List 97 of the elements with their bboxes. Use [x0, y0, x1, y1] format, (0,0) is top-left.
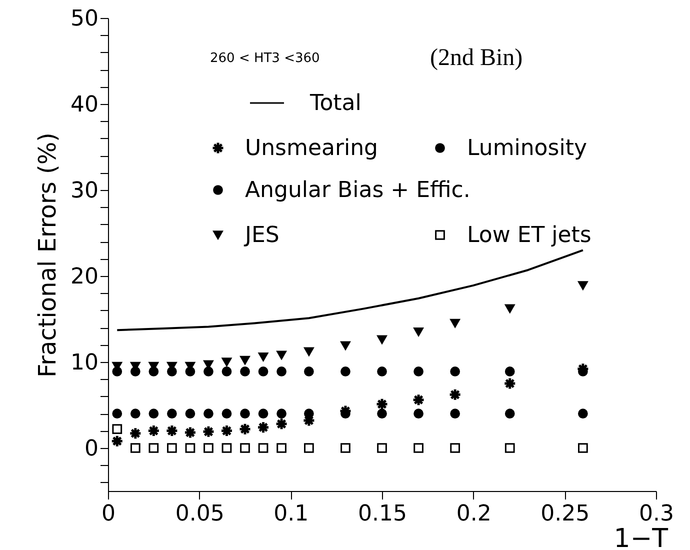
point: [504, 408, 515, 419]
point: [578, 408, 588, 419]
point: [165, 424, 178, 438]
point: [222, 358, 232, 366]
point: [503, 377, 516, 390]
legend-label: Total: [309, 91, 362, 116]
point: [130, 366, 140, 376]
legend-label: Low ET jets: [467, 223, 592, 248]
y-tick-label: 30: [70, 178, 98, 204]
point: [240, 366, 250, 376]
annotation: 260 < HT3 <360: [210, 51, 320, 66]
point: [204, 408, 214, 419]
point: [340, 366, 350, 376]
point: [377, 443, 387, 453]
y-tick-label: 20: [70, 264, 98, 290]
point: [222, 408, 232, 419]
point: [412, 393, 426, 406]
point: [130, 408, 140, 419]
point: [148, 366, 159, 376]
y-tick-label: 10: [70, 350, 98, 376]
point: [185, 443, 196, 453]
y-axis-title: Fractional Errors (%): [34, 132, 62, 378]
point: [304, 366, 314, 376]
point: [204, 443, 214, 453]
point: [414, 366, 424, 376]
point: [377, 335, 387, 344]
annotation: (2nd Bin): [430, 45, 523, 71]
point: [112, 408, 122, 419]
point: [414, 328, 424, 336]
point: [504, 366, 515, 376]
point: [240, 443, 250, 453]
point: [304, 347, 314, 356]
point: [304, 443, 314, 453]
y-tick-label: 50: [70, 6, 98, 32]
point: [202, 425, 215, 438]
legend-label: JES: [243, 223, 280, 248]
point: [504, 443, 515, 453]
point: [184, 426, 197, 440]
point: [167, 408, 177, 419]
point: [112, 366, 122, 376]
point: [240, 356, 250, 365]
point: [128, 426, 142, 440]
point: [256, 420, 270, 434]
point: [450, 408, 460, 419]
point: [112, 424, 122, 434]
point: [376, 398, 388, 411]
point: [258, 408, 268, 419]
x-axis-title: 1−T: [614, 524, 668, 550]
point: [276, 350, 286, 360]
point: [450, 318, 460, 328]
x-tick-label: 0.3: [639, 502, 674, 526]
x-tick-label: 0: [102, 502, 116, 526]
point: [377, 366, 387, 376]
point: [147, 424, 160, 438]
y-tick-label: 40: [70, 92, 98, 118]
point: [148, 408, 159, 419]
point: [110, 434, 124, 448]
x-tick-label: 0.15: [358, 502, 407, 526]
point: [222, 366, 232, 376]
legend-label: Luminosity: [467, 136, 587, 161]
point: [578, 443, 588, 453]
point: [130, 443, 140, 453]
point: [340, 341, 350, 350]
point: [185, 408, 196, 419]
point: [185, 366, 196, 376]
y-tick-label: 0: [84, 436, 98, 462]
point: [450, 443, 460, 453]
point: [276, 443, 286, 453]
point: [276, 366, 286, 376]
point: [238, 422, 252, 436]
point: [578, 281, 588, 290]
point: [204, 366, 214, 376]
point: [240, 408, 250, 419]
point: [504, 304, 515, 314]
point: [340, 443, 350, 453]
point: [450, 366, 460, 376]
point: [276, 408, 286, 419]
point: [148, 443, 159, 453]
point: [222, 443, 232, 453]
legend-label: Angular Bias + Effic.: [245, 178, 470, 203]
point: [258, 366, 268, 376]
point: [167, 443, 177, 453]
point: [377, 408, 387, 419]
legend-label: Unsmearing: [245, 136, 378, 161]
point: [448, 388, 462, 402]
point: [258, 352, 268, 362]
point: [414, 443, 424, 453]
point: [258, 443, 268, 453]
x-tick-label: 0.05: [175, 502, 224, 526]
point: [414, 408, 424, 419]
point: [167, 366, 177, 376]
point: [275, 417, 288, 430]
point: [220, 424, 234, 438]
line-series: [116, 249, 584, 332]
x-tick-label: 0.1: [274, 502, 309, 526]
x-tick-label: 0.2: [456, 502, 492, 526]
x-tick-label: 0.25: [540, 502, 590, 526]
